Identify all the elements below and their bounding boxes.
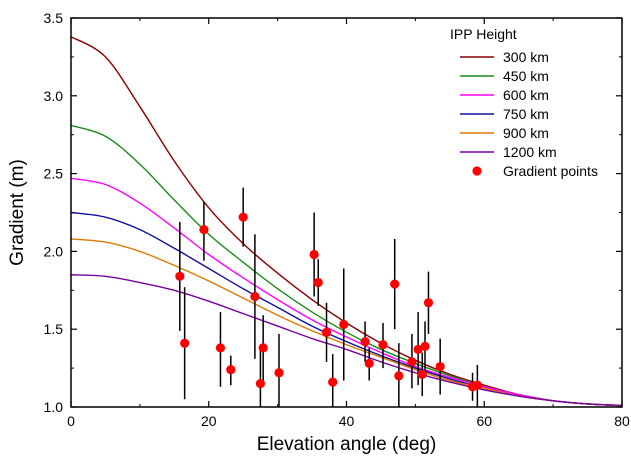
- gradient-point: [255, 379, 266, 389]
- gradient-point: [258, 343, 268, 353]
- gradient-point: [472, 380, 482, 390]
- gradient-point: [364, 358, 374, 369]
- legend-label: 900 km: [503, 125, 549, 141]
- gradient-point: [328, 377, 338, 387]
- gradient-point: [250, 291, 260, 302]
- legend-label: 300 km: [503, 49, 549, 65]
- gradient-point: [238, 212, 248, 222]
- legend-label: 750 km: [503, 106, 549, 122]
- gradient-point: [215, 343, 226, 353]
- gradient-point: [274, 368, 284, 378]
- x-tick-label: 40: [339, 413, 355, 429]
- gradient-point: [417, 369, 427, 379]
- x-tick-label: 20: [201, 413, 217, 429]
- gradient-point: [180, 338, 190, 348]
- gradient-point: [360, 337, 370, 347]
- x-tick-label: 60: [476, 413, 492, 429]
- y-tick-label: 1.5: [44, 321, 64, 337]
- gradient-point: [175, 271, 185, 281]
- gradient-point: [199, 225, 209, 235]
- x-tick-label: 80: [614, 413, 630, 429]
- series-line-600-km: [71, 177, 622, 407]
- x-axis-title: Elevation angle (deg): [257, 434, 437, 455]
- gradient-point: [378, 340, 388, 350]
- series-line-1200-km: [71, 274, 622, 407]
- legend-label: 600 km: [503, 87, 549, 103]
- gradient-point: [309, 249, 319, 260]
- gradient-point: [321, 327, 332, 337]
- gradient-point: [313, 277, 323, 288]
- gradient-point: [413, 344, 423, 355]
- x-tick-label: 0: [67, 413, 75, 429]
- y-tick-label: 2.0: [44, 243, 64, 259]
- gradient-point: [435, 361, 445, 372]
- y-tick-label: 2.5: [44, 166, 64, 182]
- legend-swatch-point: [472, 166, 482, 176]
- gradient-point: [390, 279, 400, 289]
- y-axis-title: Gradient (m): [7, 159, 28, 266]
- model-curves: [71, 36, 622, 407]
- legend-label: 1200 km: [503, 144, 557, 160]
- y-tick-label: 3.5: [44, 10, 64, 26]
- axes: 0 20 40 60 80 1.0 1.5 2.0 2.5 3.0 3.5: [44, 10, 630, 429]
- gradient-point: [226, 365, 236, 375]
- y-tick-label: 3.0: [44, 88, 64, 104]
- legend: IPP Height 300 km 450 km 600 km 750 km 900 k…: [450, 26, 598, 179]
- gradient-point: [407, 357, 417, 367]
- legend-label: 450 km: [503, 68, 549, 84]
- gradient-point: [423, 298, 434, 308]
- gradient-point: [394, 371, 404, 381]
- gradient-point: [339, 319, 349, 330]
- y-tick-label: 1.0: [44, 399, 64, 415]
- series-line-750-km: [71, 211, 622, 407]
- gradient-points-layer: [175, 187, 482, 407]
- legend-label: Gradient points: [503, 163, 598, 179]
- gradient-point: [420, 341, 430, 351]
- legend-title: IPP Height: [450, 26, 517, 42]
